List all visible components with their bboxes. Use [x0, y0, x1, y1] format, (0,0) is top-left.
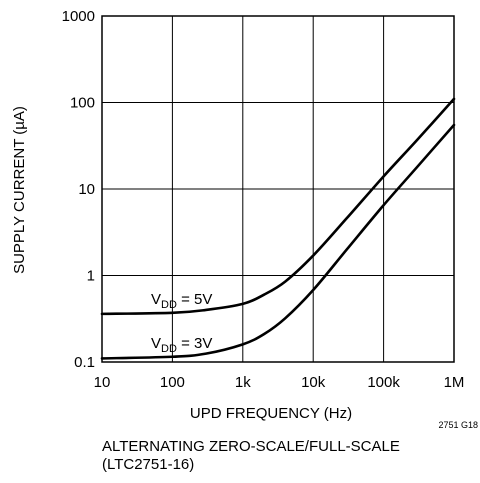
x-tick-label: 10k	[301, 374, 326, 391]
y-tick-label: 10	[78, 181, 95, 198]
series-labels: VDD = 5V VDD = 3V	[151, 291, 212, 355]
caption-line-2: (LTC2751-16)	[102, 456, 195, 473]
series-line-vdd-3v	[100, 123, 456, 360]
x-tick-label: 1k	[235, 374, 251, 391]
y-tick-label: 1	[87, 268, 95, 285]
y-axis-label: SUPPLY CURRENT (µA)	[11, 106, 28, 274]
grid	[101, 15, 455, 363]
figure-id: 2751 G18	[438, 420, 478, 430]
x-tick-label: 100	[160, 374, 185, 391]
x-axis-label: UPD FREQUENCY (Hz)	[190, 405, 352, 422]
series-label-vdd-5v: VDD = 5V	[151, 291, 212, 311]
series-label-vdd-3v: VDD = 3V	[151, 335, 212, 355]
series-line-vdd-5v	[100, 97, 456, 316]
x-tick-label: 1M	[444, 374, 465, 391]
x-tick-label: 100k	[367, 374, 400, 391]
chart-caption: ALTERNATING ZERO-SCALE/FULL-SCALE (LTC27…	[102, 438, 400, 474]
y-tick-label: 1000	[62, 8, 95, 25]
y-tick-label: 0.1	[74, 354, 95, 371]
caption-line-1: ALTERNATING ZERO-SCALE/FULL-SCALE	[102, 438, 400, 455]
series-group	[100, 97, 456, 360]
tick-labels: 10 100 1k 10k 100k 1M 0.1 1 10 100 1000	[62, 8, 465, 391]
x-tick-label: 10	[94, 374, 111, 391]
y-tick-label: 100	[70, 95, 95, 112]
